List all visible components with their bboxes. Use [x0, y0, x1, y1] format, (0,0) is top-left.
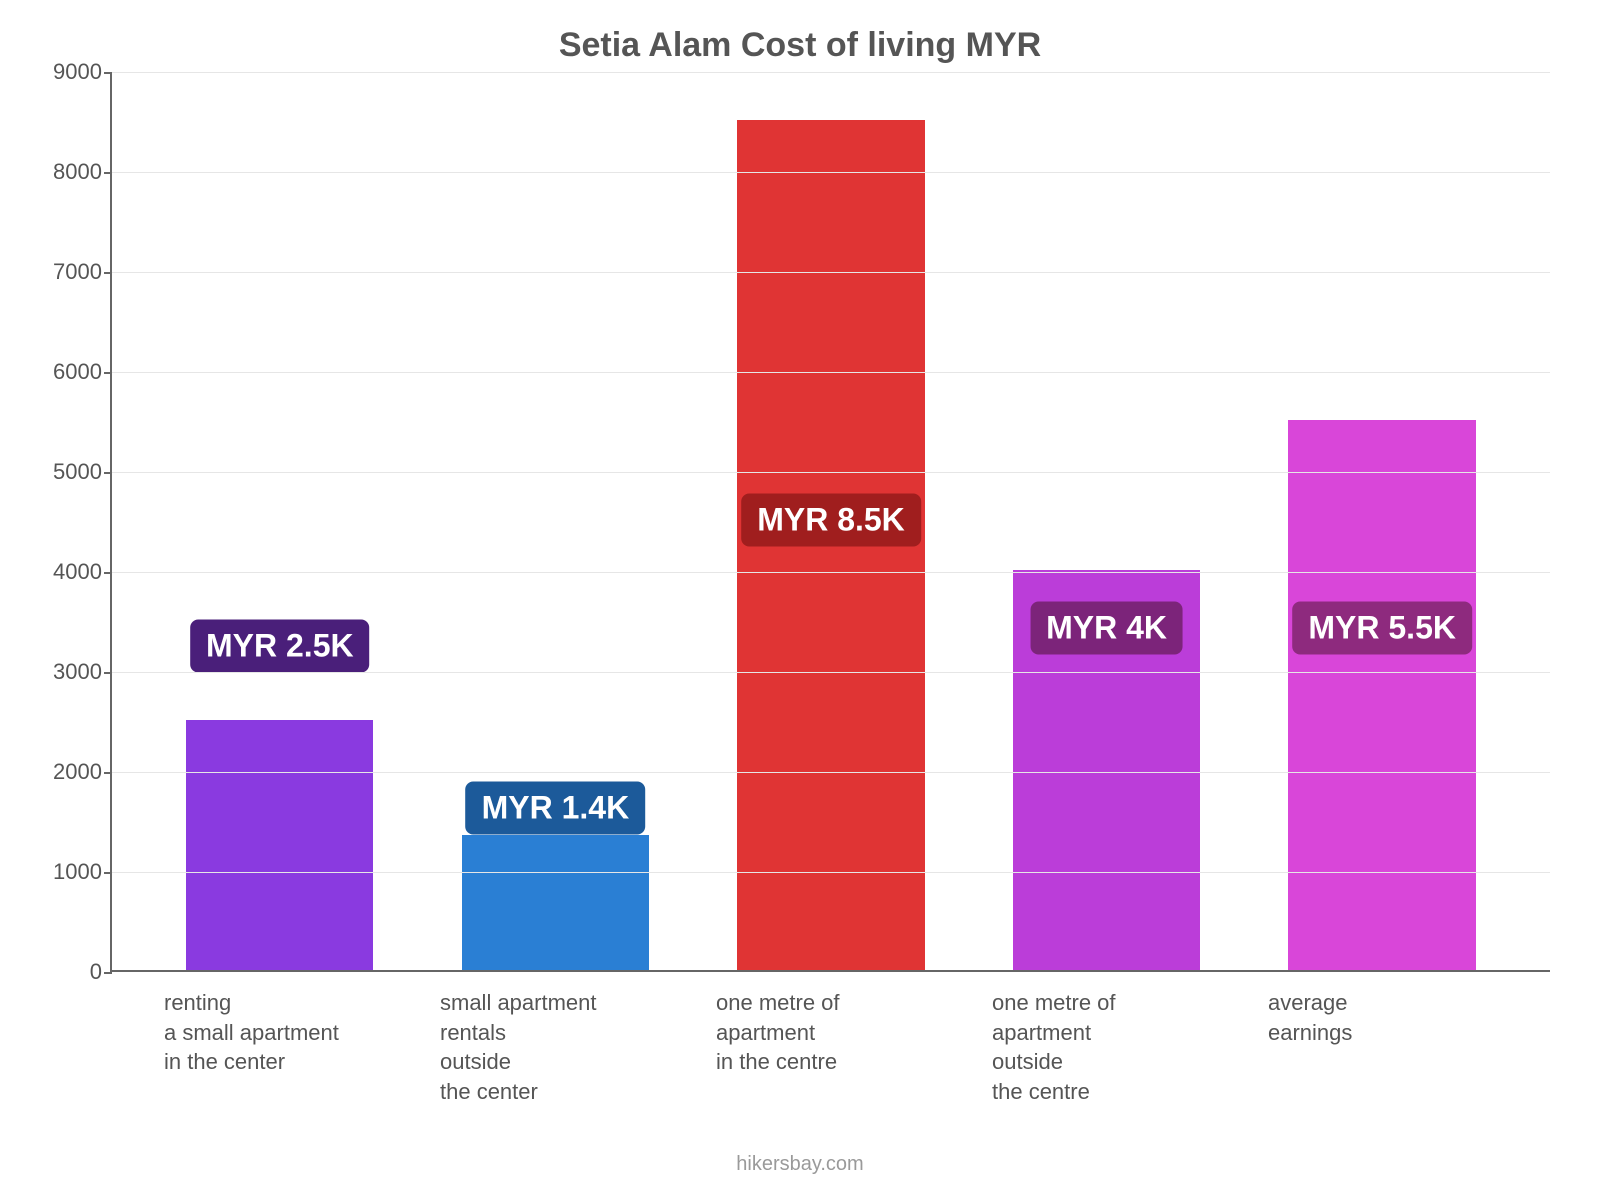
- x-axis-category-label: average earnings: [1244, 988, 1520, 1107]
- y-axis-label: 2000: [12, 759, 102, 785]
- bar-slot: MYR 8.5K: [693, 72, 969, 970]
- bar-slot: MYR 1.4K: [418, 72, 694, 970]
- value-badge: MYR 2.5K: [190, 620, 370, 673]
- y-axis-tick: [104, 572, 112, 574]
- y-axis-label: 5000: [12, 459, 102, 485]
- grid-line: [112, 272, 1550, 273]
- y-axis-label: 8000: [12, 159, 102, 185]
- bar-slot: MYR 2.5K: [142, 72, 418, 970]
- chart-footer: hikersbay.com: [0, 1153, 1600, 1176]
- x-axis-category-label: small apartment rentals outside the cent…: [416, 988, 692, 1107]
- bar-slot: MYR 4K: [969, 72, 1245, 970]
- grid-line: [112, 172, 1550, 173]
- y-axis-tick: [104, 472, 112, 474]
- y-axis-label: 7000: [12, 259, 102, 285]
- y-axis-label: 1000: [12, 859, 102, 885]
- value-badge: MYR 4K: [1030, 602, 1183, 655]
- grid-line: [112, 672, 1550, 673]
- plot-area: MYR 2.5K MYR 1.4K MYR 8.5K MYR 4K MYR 5.5K: [110, 72, 1550, 972]
- x-axis-category-label: renting a small apartment in the center: [140, 988, 416, 1107]
- bar: [186, 720, 373, 970]
- y-axis-label: 4000: [12, 559, 102, 585]
- x-axis-category-label: one metre of apartment in the centre: [692, 988, 968, 1107]
- y-axis-tick: [104, 872, 112, 874]
- grid-line: [112, 572, 1550, 573]
- y-axis-tick: [104, 372, 112, 374]
- grid-line: [112, 772, 1550, 773]
- value-badge: MYR 8.5K: [741, 494, 921, 547]
- y-axis-tick: [104, 772, 112, 774]
- chart-title: Setia Alam Cost of living MYR: [0, 26, 1600, 65]
- y-axis-label: 6000: [12, 359, 102, 385]
- x-axis-category-label: one metre of apartment outside the centr…: [968, 988, 1244, 1107]
- y-axis-tick: [104, 972, 112, 974]
- y-axis-label: 3000: [12, 659, 102, 685]
- x-axis-labels: renting a small apartment in the centers…: [110, 988, 1550, 1107]
- grid-line: [112, 72, 1550, 73]
- grid-line: [112, 472, 1550, 473]
- y-axis-tick: [104, 172, 112, 174]
- grid-line: [112, 372, 1550, 373]
- value-badge: MYR 5.5K: [1292, 602, 1472, 655]
- bars-container: MYR 2.5K MYR 1.4K MYR 8.5K MYR 4K MYR 5.5K: [112, 72, 1550, 970]
- y-axis-tick: [104, 672, 112, 674]
- bar: [462, 835, 649, 970]
- y-axis-tick: [104, 272, 112, 274]
- y-axis-tick: [104, 72, 112, 74]
- grid-line: [112, 872, 1550, 873]
- y-axis-label: 9000: [12, 59, 102, 85]
- value-badge: MYR 1.4K: [466, 782, 646, 835]
- cost-of-living-chart: Setia Alam Cost of living MYR MYR 2.5KMY…: [0, 0, 1600, 1200]
- y-axis-label: 0: [12, 959, 102, 985]
- bar: [1288, 420, 1475, 970]
- bar-slot: MYR 5.5K: [1244, 72, 1520, 970]
